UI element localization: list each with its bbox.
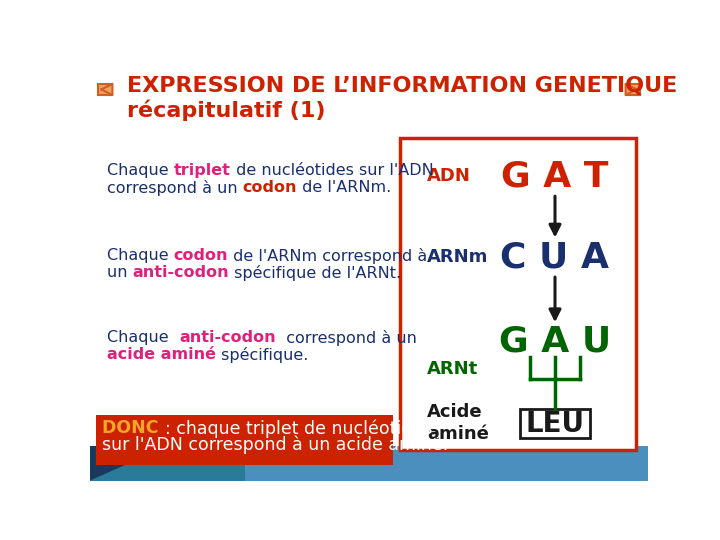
Text: DONC: DONC xyxy=(102,419,165,437)
Bar xyxy=(520,409,590,438)
Text: ARNt: ARNt xyxy=(427,360,478,378)
Text: anti-codon: anti-codon xyxy=(179,330,276,346)
Bar xyxy=(98,84,112,95)
Text: Chaque: Chaque xyxy=(107,330,179,346)
Text: acide aminé: acide aminé xyxy=(107,347,216,362)
Text: correspond à un: correspond à un xyxy=(107,180,243,197)
Text: spécifique.: spécifique. xyxy=(216,347,308,363)
Text: C U A: C U A xyxy=(500,240,610,274)
Bar xyxy=(96,415,393,465)
Text: Chaque: Chaque xyxy=(107,164,174,178)
Bar xyxy=(400,138,636,450)
Text: ARNm: ARNm xyxy=(427,248,488,266)
Text: Acide
aminé: Acide aminé xyxy=(427,403,489,443)
Text: ADN: ADN xyxy=(427,167,471,185)
Text: Chaque: Chaque xyxy=(107,248,174,263)
Text: LEU: LEU xyxy=(526,410,585,437)
Text: spécifique de l'ARNt.: spécifique de l'ARNt. xyxy=(229,265,402,281)
Text: correspond à un: correspond à un xyxy=(276,330,416,347)
Text: triplet: triplet xyxy=(174,164,230,178)
Bar xyxy=(90,446,648,481)
Text: de l'ARNm correspond à: de l'ARNm correspond à xyxy=(228,248,428,264)
Text: codon: codon xyxy=(243,180,297,195)
Text: anti-codon: anti-codon xyxy=(132,265,229,280)
Bar xyxy=(90,457,245,481)
Text: de l'ARNm.: de l'ARNm. xyxy=(297,180,392,195)
Text: codon: codon xyxy=(174,248,228,263)
Text: EXPRESSION DE L’INFORMATION GENETIQUE: EXPRESSION DE L’INFORMATION GENETIQUE xyxy=(127,76,678,96)
Text: G A T: G A T xyxy=(501,159,608,193)
Text: récapitulatif (1): récapitulatif (1) xyxy=(127,99,325,121)
Bar xyxy=(626,84,640,95)
Text: G A U: G A U xyxy=(499,325,611,359)
Text: un: un xyxy=(107,265,132,280)
Text: sur l'ADN correspond à un acide aminé.: sur l'ADN correspond à un acide aminé. xyxy=(102,436,449,455)
Text: : chaque triplet de nucléotides: : chaque triplet de nucléotides xyxy=(165,419,432,437)
Text: de nucléotides sur l'ADN: de nucléotides sur l'ADN xyxy=(230,164,433,178)
Polygon shape xyxy=(90,446,168,481)
